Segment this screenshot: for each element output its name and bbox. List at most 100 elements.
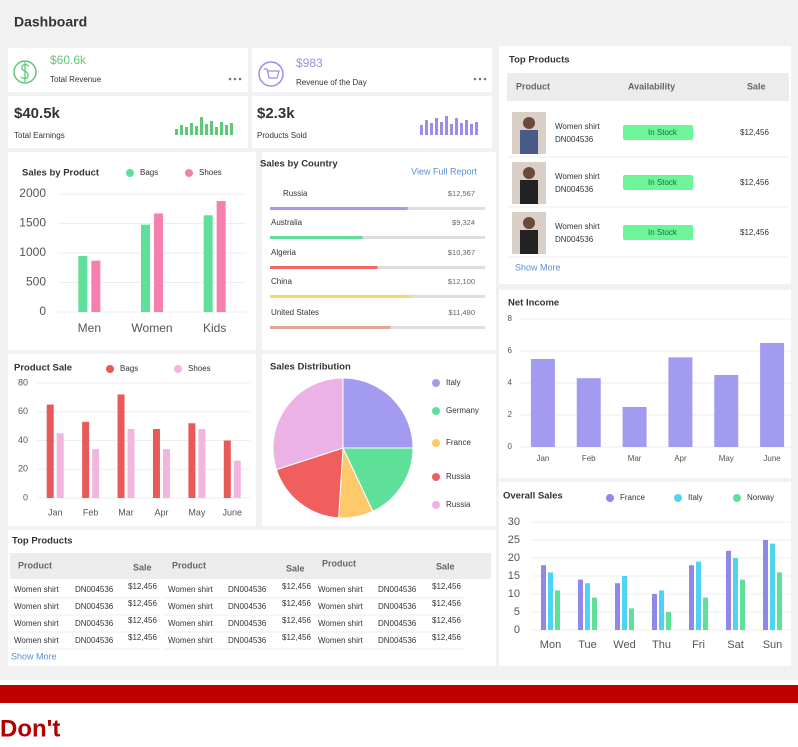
- x-tick-label: Tue: [578, 639, 597, 651]
- y-tick-label: 40: [18, 435, 28, 445]
- menu-dot[interactable]: [478, 77, 482, 81]
- stock-label: In Stock: [648, 178, 678, 187]
- product-code: DN004536: [555, 135, 594, 144]
- cart-icon: [258, 61, 284, 87]
- bar: [152, 429, 160, 498]
- legend-marker: [126, 169, 134, 177]
- x-tick-label: Men: [78, 321, 101, 335]
- bar: [82, 421, 90, 498]
- card-title: Top Products: [12, 536, 73, 547]
- revenue-icon: [13, 60, 37, 84]
- show-more-link[interactable]: Show More: [515, 262, 561, 272]
- sparkline-bar: [210, 121, 213, 135]
- progress-bar: [270, 295, 410, 298]
- sparkline-bar: [420, 125, 423, 135]
- menu-dot[interactable]: [238, 77, 242, 81]
- sparkline-bar: [445, 116, 448, 135]
- bar: [530, 359, 555, 447]
- sparkline-bar: [195, 126, 198, 135]
- y-tick-label: 0: [23, 492, 28, 502]
- product-name: Women shirt: [14, 619, 60, 628]
- product-code: DN004536: [378, 619, 417, 628]
- product-name: Women shirt: [168, 602, 214, 611]
- y-tick-label: 80: [18, 377, 28, 387]
- stat-value: $40.5k: [14, 105, 61, 122]
- legend-label: Bags: [120, 364, 138, 373]
- bar: [714, 375, 739, 447]
- product-code: DN004536: [378, 636, 417, 645]
- column-header: Product: [322, 558, 356, 568]
- bar: [615, 583, 620, 630]
- product-image-head: [523, 217, 535, 229]
- bar: [127, 429, 135, 498]
- sparkline-bar: [190, 123, 193, 135]
- product-image-head: [523, 167, 535, 179]
- bar: [154, 213, 163, 312]
- bar: [92, 449, 100, 498]
- sparkline-bar: [225, 125, 228, 135]
- legend-label: Italy: [688, 493, 703, 502]
- bar: [622, 407, 647, 447]
- country-amount: $9,324: [452, 218, 475, 227]
- product-code: DN004536: [555, 185, 594, 194]
- column-header: Sale: [133, 562, 152, 572]
- product-code: DN004536: [75, 585, 114, 594]
- view-report-link[interactable]: View Full Report: [411, 166, 477, 176]
- sparkline-bar: [215, 127, 218, 135]
- legend-marker: [432, 501, 440, 509]
- sparkline-bar: [470, 124, 473, 135]
- product-sale: $12,456: [128, 633, 157, 642]
- column-header: Sale: [286, 563, 305, 573]
- country-amount: $12,100: [448, 277, 475, 286]
- product-name: Women shirt: [14, 602, 60, 611]
- bar: [541, 565, 546, 630]
- y-tick-label: 2000: [19, 186, 46, 200]
- bar: [141, 224, 150, 312]
- product-sale: $12,456: [740, 178, 769, 187]
- progress-bar: [270, 326, 391, 329]
- stock-badge: [623, 125, 693, 140]
- product-code: DN004536: [378, 602, 417, 611]
- y-tick-label: 8: [508, 314, 513, 323]
- y-tick-label: 0: [514, 624, 520, 636]
- product-name: Women shirt: [318, 619, 364, 628]
- legend-marker: [606, 494, 614, 502]
- x-tick-label: June: [223, 507, 243, 517]
- product-code: DN004536: [75, 602, 114, 611]
- menu-dot[interactable]: [233, 77, 237, 81]
- bar: [585, 583, 590, 630]
- legend-label: Russia: [446, 500, 471, 509]
- bar: [703, 597, 708, 630]
- legend-label: Shoes: [199, 168, 222, 177]
- legend-marker: [432, 407, 440, 415]
- legend-marker: [174, 365, 182, 373]
- bar: [733, 558, 738, 630]
- bar: [223, 440, 231, 498]
- menu-dot[interactable]: [483, 77, 487, 81]
- product-sale: $12,456: [740, 228, 769, 237]
- y-tick-label: 4: [508, 378, 513, 387]
- bar: [555, 590, 560, 630]
- column-header: Product: [516, 81, 550, 91]
- bar: [777, 572, 782, 630]
- menu-dot[interactable]: [473, 77, 477, 81]
- product-name: Women shirt: [555, 172, 601, 181]
- column-header: Availability: [628, 81, 675, 91]
- menu-dot[interactable]: [228, 77, 232, 81]
- y-tick-label: 20: [18, 464, 28, 474]
- card: [499, 482, 791, 666]
- bar: [117, 394, 125, 498]
- card-title: Top Products: [509, 55, 570, 66]
- show-more-link[interactable]: Show More: [11, 651, 57, 661]
- product-name: Women shirt: [555, 222, 601, 231]
- bar: [576, 378, 601, 447]
- x-tick-label: Feb: [83, 507, 99, 517]
- y-tick-label: 6: [508, 346, 513, 355]
- bar: [592, 597, 597, 630]
- product-sale: $12,456: [282, 633, 311, 642]
- legend-label: France: [620, 493, 645, 502]
- pie-slice: [275, 447, 344, 519]
- x-tick-label: Fri: [692, 639, 705, 651]
- y-tick-label: 15: [508, 570, 520, 582]
